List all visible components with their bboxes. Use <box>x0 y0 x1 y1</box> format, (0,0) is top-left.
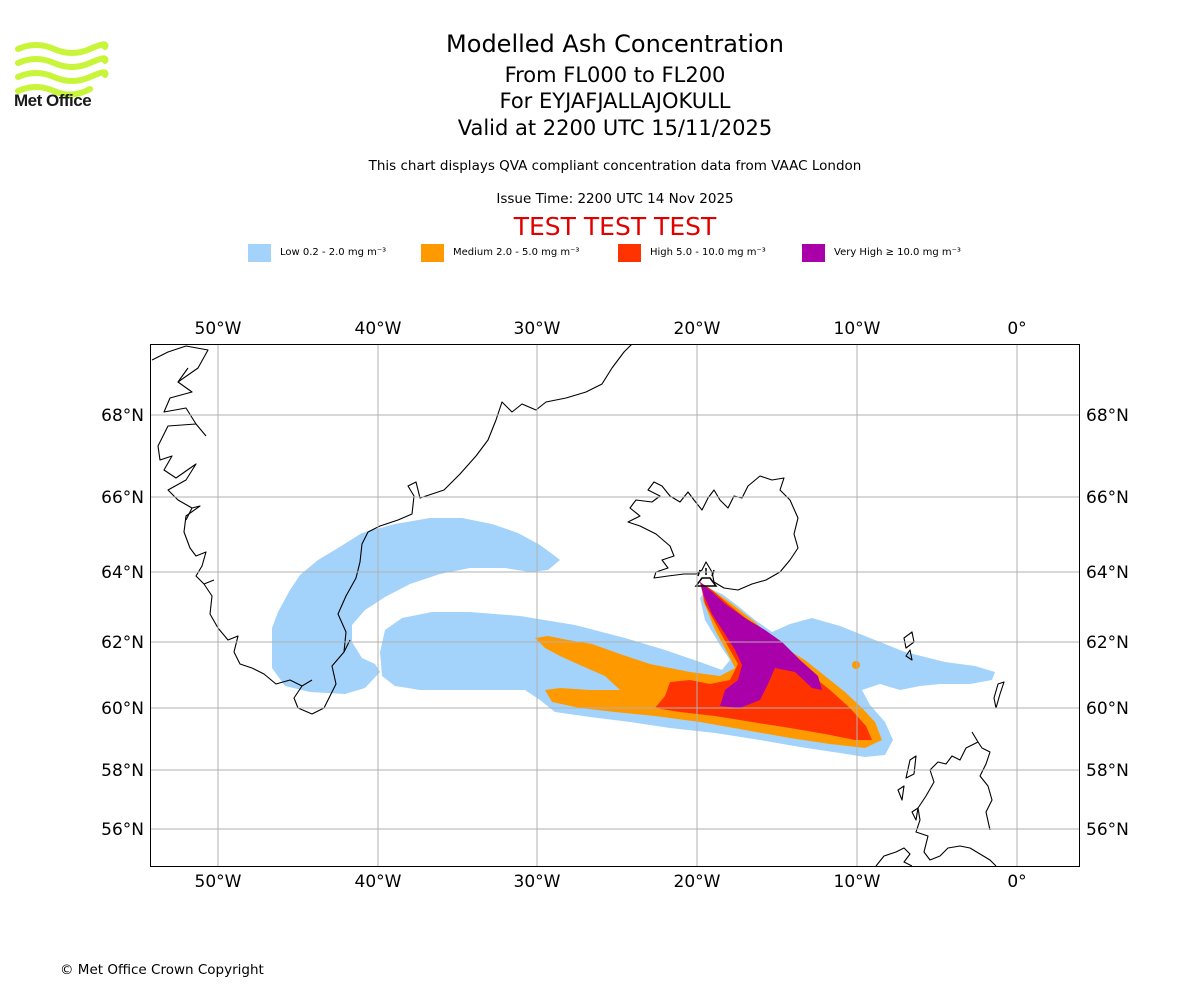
legend-label-medium: Medium 2.0 - 5.0 mg m⁻³ <box>453 247 580 258</box>
legend-label-high: High 5.0 - 10.0 mg m⁻³ <box>650 247 766 258</box>
lat-label-right-56n: 56°N <box>1086 820 1129 840</box>
lat-label-left-56n: 56°N <box>101 820 144 840</box>
lat-label-left-68n: 68°N <box>101 406 144 426</box>
logo-wave-1 <box>15 41 109 56</box>
chart-title: Modelled Ash Concentration <box>446 30 784 58</box>
greenland-fjords <box>177 367 351 687</box>
volcano-name: For EYJAFJALLAJOKULL <box>499 89 731 113</box>
lon-label-bottom-30w: 30°W <box>514 872 561 892</box>
logo-wave-2 <box>15 55 109 70</box>
legend-swatch-medium <box>421 244 444 262</box>
lat-label-left-60n: 60°N <box>101 699 144 719</box>
lon-label-top-0: 0° <box>1007 319 1026 339</box>
logo-wave-4 <box>15 84 93 98</box>
lat-label-right-64n: 64°N <box>1086 563 1129 583</box>
lon-label-bottom-10w: 10°W <box>834 872 881 892</box>
lon-label-bottom-50w: 50°W <box>195 872 242 892</box>
legend-swatch-low <box>248 244 271 262</box>
chart-subtitle: This chart displays QVA compliant concen… <box>368 158 862 174</box>
legend-label-low: Low 0.2 - 2.0 mg m⁻³ <box>280 247 387 258</box>
iceland-coast <box>627 475 799 591</box>
lat-label-left-62n: 62°N <box>101 633 144 653</box>
legend-swatch-high <box>618 244 641 262</box>
lat-label-left-66n: 66°N <box>101 488 144 508</box>
ash-medium-spot <box>852 661 860 669</box>
logo-wave-3 <box>15 69 109 84</box>
lon-label-bottom-0: 0° <box>1007 872 1026 892</box>
lon-label-top-10w: 10°W <box>834 319 881 339</box>
coastlines <box>151 344 1005 867</box>
ash-low-area <box>272 518 995 757</box>
copyright-notice: © Met Office Crown Copyright <box>60 962 264 978</box>
lat-label-left-58n: 58°N <box>101 761 144 781</box>
ash-very-high-plume <box>700 582 822 708</box>
legend-swatch-very-high <box>802 244 825 262</box>
graticule <box>150 344 1080 867</box>
met-office-logo <box>15 41 109 98</box>
lon-label-top-40w: 40°W <box>355 319 402 339</box>
shetland <box>993 681 1005 709</box>
lat-label-right-60n: 60°N <box>1086 699 1129 719</box>
map-frame <box>150 344 1080 867</box>
lat-label-right-62n: 62°N <box>1086 633 1129 653</box>
lon-label-bottom-20w: 20°W <box>674 872 721 892</box>
lon-label-top-30w: 30°W <box>514 319 561 339</box>
scotland-coast <box>915 731 997 867</box>
lat-label-right-66n: 66°N <box>1086 488 1129 508</box>
lat-label-right-58n: 58°N <box>1086 761 1129 781</box>
legend-label-very-high: Very High ≥ 10.0 mg m⁻³ <box>834 247 961 258</box>
lon-label-top-20w: 20°W <box>674 319 721 339</box>
lon-label-top-50w: 50°W <box>195 319 242 339</box>
lat-label-right-68n: 68°N <box>1086 406 1129 426</box>
logo-text: Met Office <box>14 91 92 110</box>
hebrides <box>897 755 919 821</box>
valid-time: Valid at 2200 UTC 15/11/2025 <box>457 116 773 140</box>
ireland-coast <box>875 847 913 867</box>
lat-label-left-64n: 64°N <box>101 563 144 583</box>
ash-very-high-area <box>700 582 822 708</box>
lon-label-bottom-40w: 40°W <box>355 872 402 892</box>
test-banner: TEST TEST TEST <box>513 212 717 241</box>
greenland-east-coast <box>151 344 633 715</box>
flight-levels: From FL000 to FL200 <box>504 63 726 87</box>
issue-time: Issue Time: 2200 UTC 14 Nov 2025 <box>496 191 734 207</box>
